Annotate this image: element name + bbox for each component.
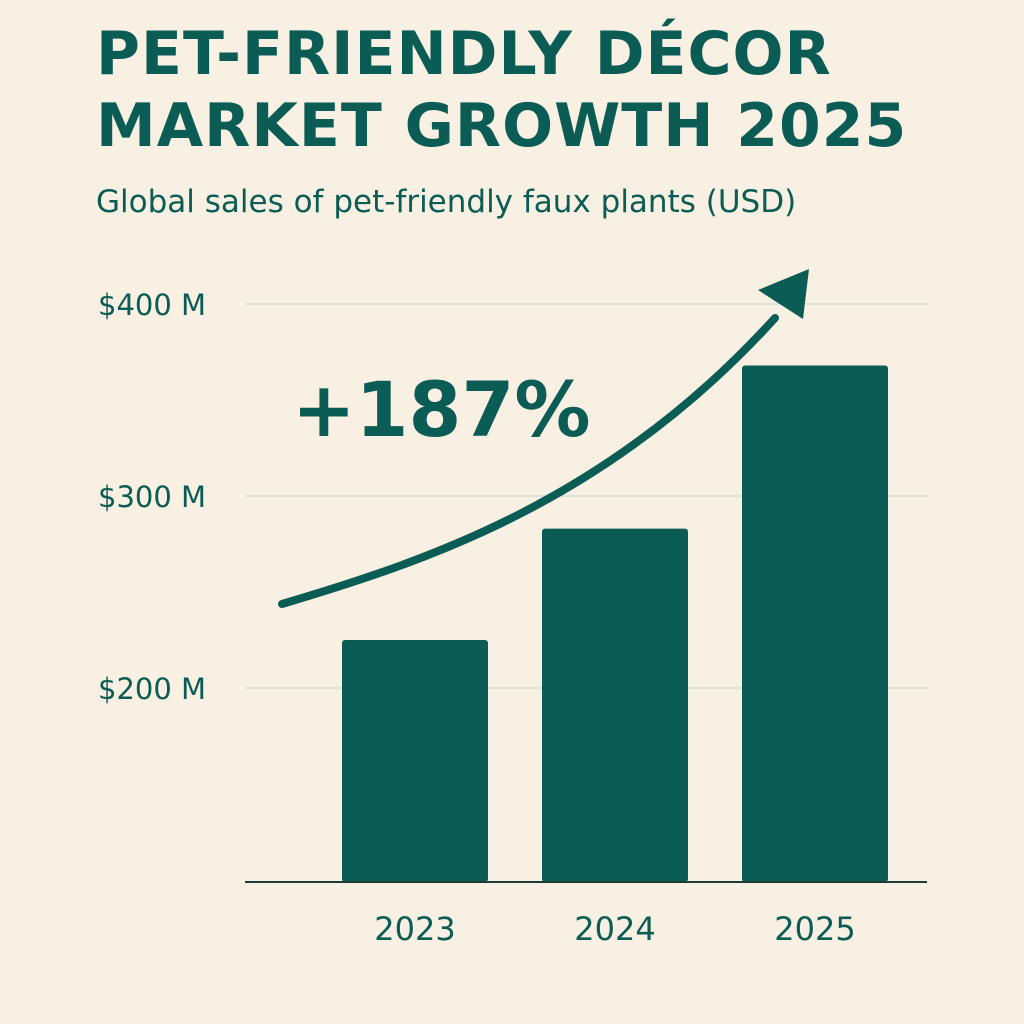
trend-arrow-line xyxy=(278,314,779,608)
growth-annotation: +187% xyxy=(292,365,590,454)
chart-title: PET-FRIENDLY DÉCOR MARKET GROWTH 2025 xyxy=(96,18,996,162)
axis-labels: $200 M $300 M $400 M 2023 2024 2025 xyxy=(98,288,856,948)
trend-arrow-head xyxy=(758,269,809,319)
y-tick-label: $200 M xyxy=(98,672,206,706)
bar-2025 xyxy=(742,365,888,882)
x-tick-label: 2025 xyxy=(774,910,855,948)
bar-2023 xyxy=(342,640,488,882)
x-tick-label: 2023 xyxy=(374,910,455,948)
y-tick-label: $400 M xyxy=(98,288,206,322)
chart-subtitle: Global sales of pet-friendly faux plants… xyxy=(96,184,797,220)
chart-title-line-2: MARKET GROWTH 2025 xyxy=(96,91,908,161)
y-tick-label: $300 M xyxy=(98,480,206,514)
chart-title-line-1: PET-FRIENDLY DÉCOR xyxy=(96,19,832,89)
bar-2024 xyxy=(542,528,688,882)
bars xyxy=(342,365,888,882)
trend-arrow xyxy=(278,269,809,608)
x-tick-label: 2024 xyxy=(574,910,655,948)
